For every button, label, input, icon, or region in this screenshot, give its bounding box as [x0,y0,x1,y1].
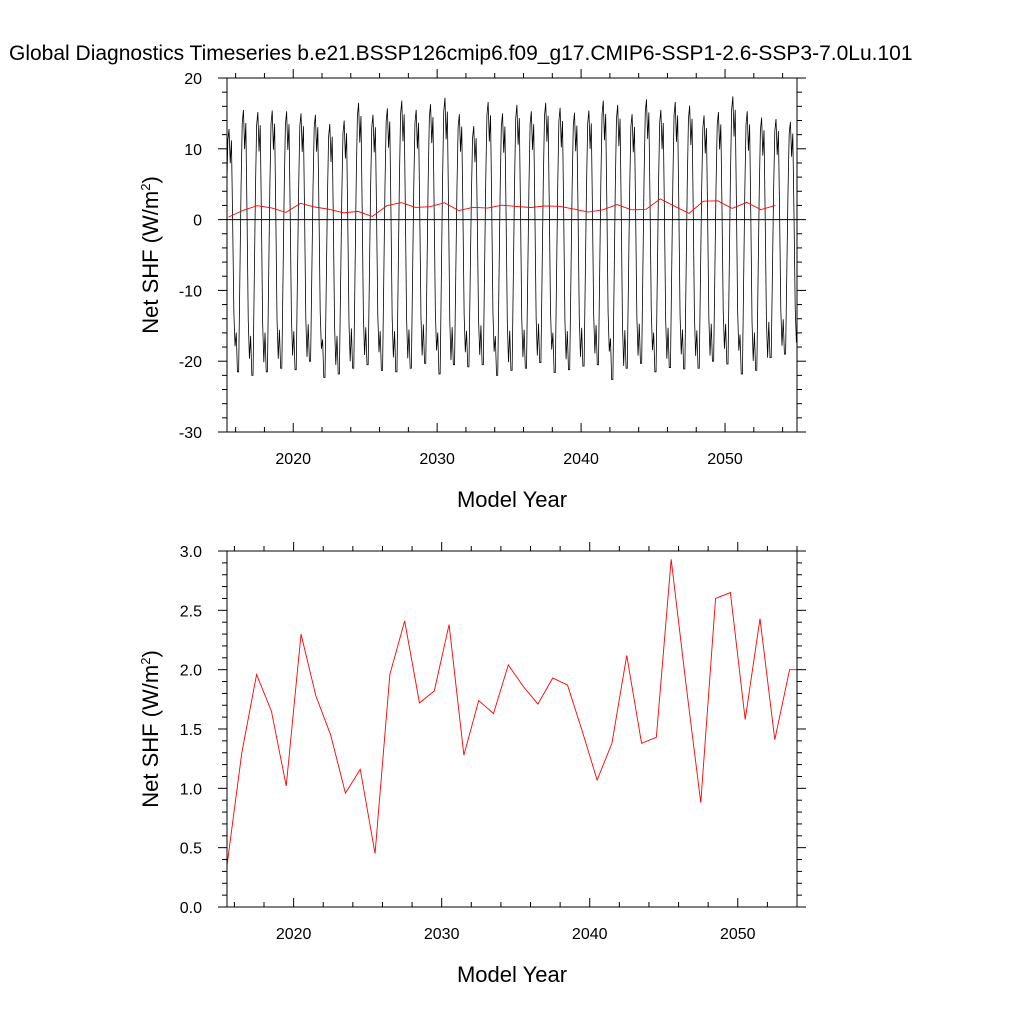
x-tick-label: 2040 [572,926,608,943]
y-tick-label: 0.0 [180,900,202,917]
y-tick-label: -10 [179,283,202,300]
x-tick-label: 2030 [419,451,455,468]
plot-frame [226,77,798,433]
y-axis-title: Net SHF (W/m2) [138,650,163,808]
y-axis-title: Net SHF (W/m2) [138,176,163,334]
x-tick-label: 2020 [275,451,311,468]
y-tick-label: 3.0 [180,544,202,561]
plot-panel-top: 2020 2030 2040 2050 -30 -20 -10 0 10 20 Model Year… [138,69,806,512]
y-tick-label: -20 [179,354,202,371]
x-axis-title: Model Year [457,487,567,512]
y-tick-label: 0.5 [180,841,202,858]
x-tick-label: 2020 [276,926,312,943]
y-tick-label: -30 [179,425,202,442]
series-line-annual [228,198,776,218]
x-tick-label: 2050 [720,926,756,943]
y-tick-label: 2.5 [180,603,202,620]
series-line-monthly [227,96,797,381]
y-tick-label: 0 [193,213,202,230]
y-tick-label: 1.5 [180,722,202,739]
chart-title: Global Diagnostics Timeseries b.e21.BSSP… [9,42,913,65]
y-tick-label: 20 [184,71,202,88]
x-tick-label: 2050 [707,451,743,468]
y-tick-label: 2.0 [180,663,202,680]
y-tick-label: 10 [184,142,202,159]
y-tick-label: 1.0 [180,781,202,798]
plot-frame [226,550,798,908]
x-axis-title: Model Year [457,962,567,987]
plot-panel-bottom: 2020 2030 2040 2050 0.0 0.5 1.0 1.5 2.0 2.5 3.0 Mod… [138,542,806,987]
series-line-annual [227,559,797,866]
x-tick-label: 2030 [424,926,460,943]
x-tick-label: 2040 [563,451,599,468]
